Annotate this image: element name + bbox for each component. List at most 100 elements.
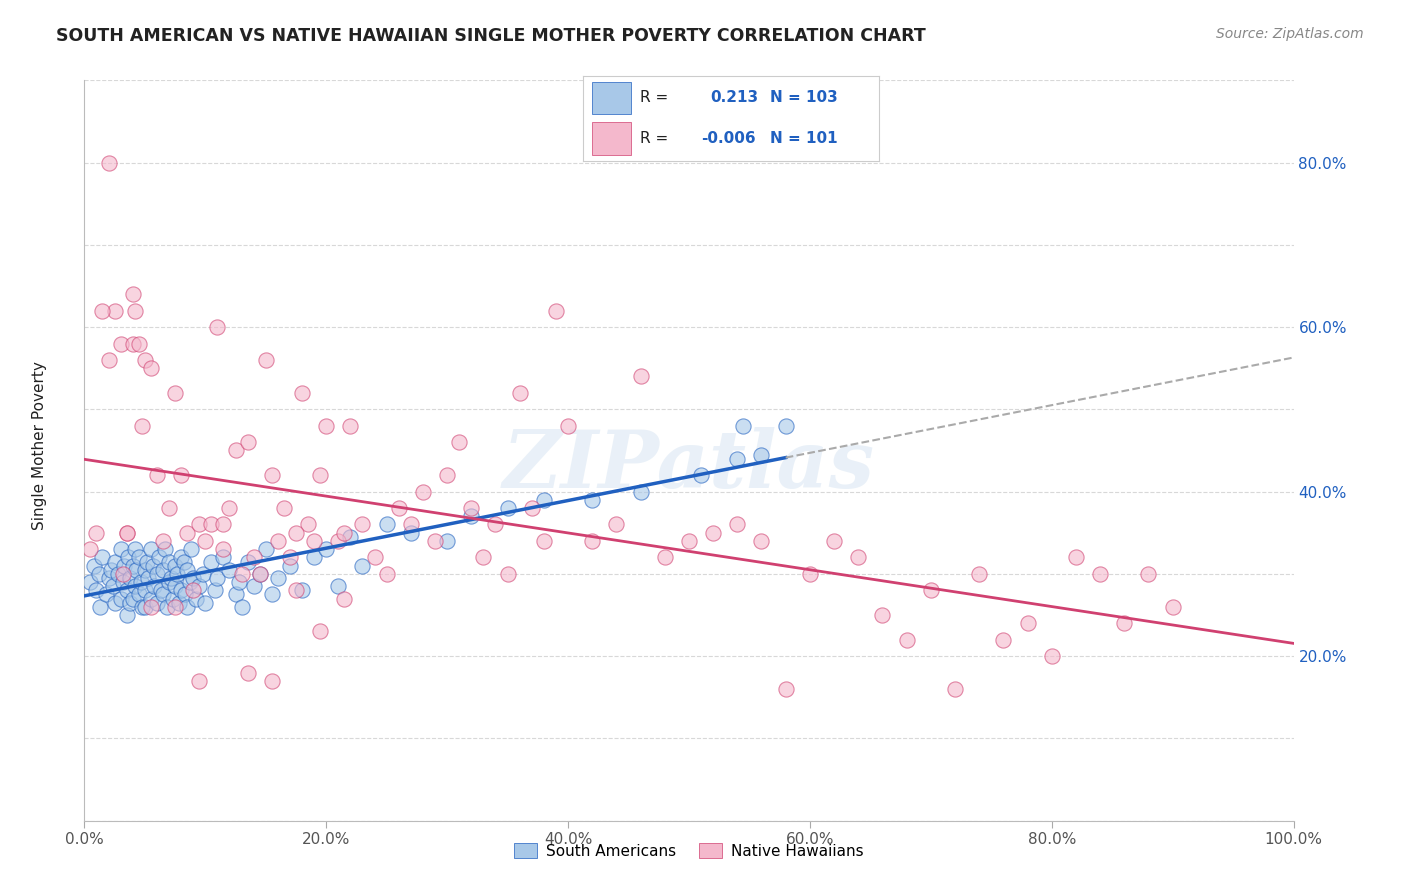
Point [328, 533, 350, 548]
Legend: South Americans, Native Hawaiians: South Americans, Native Hawaiians [508, 837, 870, 865]
Point [1040, 649, 1063, 664]
Point [136, 554, 159, 569]
Point [207, 320, 229, 334]
Point [267, 571, 290, 585]
Point [273, 501, 295, 516]
Point [91, 550, 114, 565]
Point [375, 517, 398, 532]
Point [236, 665, 259, 680]
Point [89, 599, 111, 614]
Point [188, 673, 211, 688]
Point [191, 566, 214, 581]
Point [315, 542, 337, 557]
Point [581, 533, 603, 548]
Point [388, 501, 411, 516]
Point [605, 517, 627, 532]
Point [125, 563, 148, 577]
Point [124, 542, 146, 557]
Point [291, 385, 314, 400]
FancyBboxPatch shape [592, 122, 631, 154]
Point [328, 579, 350, 593]
Point [630, 484, 652, 499]
Point [225, 443, 247, 458]
Point [472, 550, 495, 565]
Point [120, 596, 142, 610]
Point [496, 501, 519, 516]
Point [110, 336, 132, 351]
Point [180, 542, 202, 557]
Point [115, 607, 138, 622]
Point [231, 599, 253, 614]
Point [520, 501, 543, 516]
Point [128, 550, 150, 565]
Point [967, 566, 990, 581]
Point [236, 435, 259, 450]
Point [352, 558, 374, 573]
Point [363, 550, 385, 565]
Point [94, 587, 117, 601]
Point [134, 353, 156, 368]
Point [242, 579, 264, 593]
Point [436, 468, 458, 483]
Point [200, 517, 222, 532]
Point [165, 579, 187, 593]
Text: N = 101: N = 101 [769, 131, 837, 146]
Point [302, 550, 325, 565]
Point [399, 517, 422, 532]
Point [128, 336, 150, 351]
Point [1114, 616, 1136, 631]
Point [139, 542, 162, 557]
Point [165, 385, 187, 400]
Point [260, 587, 283, 601]
Point [188, 579, 211, 593]
Point [148, 550, 170, 565]
Point [218, 563, 240, 577]
Point [702, 525, 724, 540]
Point [242, 550, 264, 565]
Point [460, 501, 482, 516]
Point [436, 533, 458, 548]
Text: SOUTH AMERICAN VS NATIVE HAWAIIAN SINGLE MOTHER POVERTY CORRELATION CHART: SOUTH AMERICAN VS NATIVE HAWAIIAN SINGLE… [56, 27, 927, 45]
Point [228, 575, 250, 590]
Point [152, 533, 174, 548]
Point [339, 418, 361, 433]
Point [690, 468, 713, 483]
Point [236, 554, 259, 569]
Point [725, 517, 748, 532]
Point [166, 566, 188, 581]
Point [139, 599, 162, 614]
Point [120, 571, 142, 585]
Point [179, 575, 201, 590]
Point [496, 566, 519, 581]
Text: R =: R = [640, 90, 668, 105]
Point [254, 353, 277, 368]
Point [146, 468, 169, 483]
Point [399, 525, 422, 540]
Point [170, 550, 193, 565]
Point [121, 558, 143, 573]
Point [152, 563, 174, 577]
Point [315, 418, 337, 433]
Point [309, 468, 332, 483]
Point [297, 517, 319, 532]
Point [91, 303, 114, 318]
Point [157, 575, 180, 590]
Point [352, 517, 374, 532]
Point [423, 533, 446, 548]
Point [751, 533, 773, 548]
Point [173, 554, 195, 569]
Point [181, 571, 204, 585]
Point [302, 533, 325, 548]
Point [124, 303, 146, 318]
Point [333, 525, 356, 540]
Point [115, 583, 138, 598]
Point [194, 533, 217, 548]
Point [460, 509, 482, 524]
Point [260, 468, 283, 483]
Point [1064, 550, 1087, 565]
Point [533, 533, 555, 548]
Point [1017, 616, 1039, 631]
Point [823, 533, 845, 548]
Point [97, 571, 120, 585]
Point [218, 501, 240, 516]
